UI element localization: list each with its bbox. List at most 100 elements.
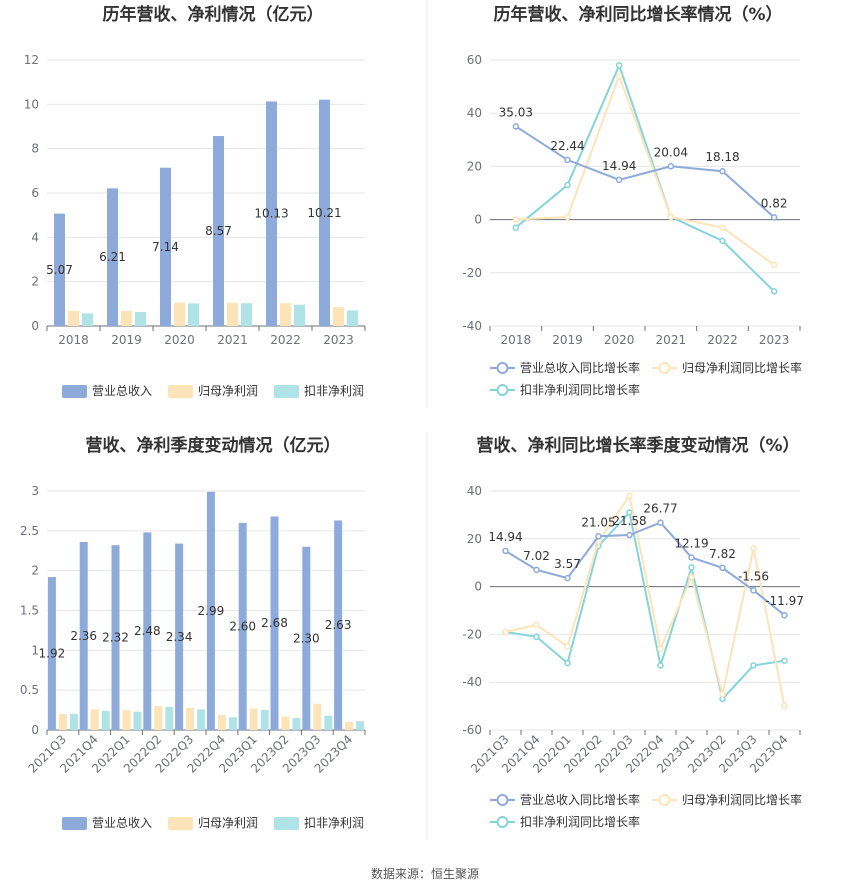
data-label: -11.97: [765, 594, 804, 608]
y-tick-label: 0: [31, 319, 39, 333]
series-line: [515, 73, 775, 266]
x-tick-label: 2023: [759, 333, 790, 347]
data-label: 2.68: [261, 616, 288, 630]
data-point: [750, 545, 757, 552]
legend-marker: [496, 384, 509, 396]
bar: [133, 711, 142, 730]
bar: [238, 522, 247, 730]
bar: [313, 703, 322, 730]
bar: [213, 136, 224, 326]
data-label: 26.77: [643, 502, 677, 516]
data-point: [502, 628, 509, 636]
bar: [217, 714, 226, 730]
y-tick-label: 2.5: [20, 524, 39, 538]
data-point: [667, 163, 675, 170]
data-label: 18.18: [705, 150, 739, 164]
data-point: [512, 216, 520, 223]
bar: [79, 541, 88, 730]
legend-label: 归母净利润: [198, 384, 258, 398]
data-point: [750, 587, 757, 594]
bar: [54, 213, 65, 326]
data-point: [595, 533, 602, 540]
data-label: 35.03: [499, 105, 533, 119]
annual-revenue-profit-chart: 历年营收、净利情况（亿元） 0 2 4 6 8 10 12 2018 2019 2020 2021 2…: [24, 4, 366, 398]
data-label: 7.82: [709, 547, 736, 561]
y-tick-label: 1: [31, 643, 39, 657]
data-label: 2.60: [229, 619, 256, 633]
bar: [334, 520, 343, 730]
data-point: [781, 611, 788, 619]
legend-label: 营业总收入同比增长率: [520, 792, 640, 807]
bar: [280, 303, 291, 326]
bar: [281, 716, 290, 730]
y-tick-label: 0: [31, 723, 39, 737]
y-tick-label: 20: [467, 159, 482, 173]
legend-swatch: [274, 385, 299, 398]
y-tick-label: -40: [462, 675, 482, 689]
bar: [188, 303, 199, 326]
data-point: [657, 519, 664, 526]
data-point: [564, 156, 571, 164]
legend-marker: [496, 362, 509, 374]
legend-marker: [658, 794, 671, 806]
data-point: [719, 564, 726, 572]
data-label: 10.13: [254, 207, 288, 221]
data-label: 2.63: [325, 618, 352, 632]
bar: [270, 516, 279, 730]
chart-title: 历年营收、净利同比增长率情况（%）: [493, 4, 782, 25]
legend-label: 扣非净利润: [304, 384, 364, 398]
y-tick-label: 6: [31, 186, 39, 200]
legend-swatch: [274, 817, 299, 830]
data-point: [781, 702, 788, 710]
legend-label: 营业总收入同比增长率: [520, 360, 640, 375]
data-label: 14.94: [602, 159, 636, 173]
bar: [345, 722, 354, 730]
y-tick-label: 0: [474, 213, 482, 227]
data-point: [770, 288, 778, 295]
bar: [356, 721, 365, 730]
series-line: [504, 521, 786, 616]
data-point: [615, 62, 623, 69]
data-point: [512, 123, 520, 130]
data-point: [657, 662, 664, 669]
data-label: 21.05: [581, 515, 615, 529]
data-point: [770, 214, 778, 221]
data-label: 2.99: [198, 604, 225, 618]
data-label: 1.92: [39, 647, 66, 661]
y-tick-label: 4: [31, 230, 39, 244]
legend-swatch: [168, 385, 193, 398]
x-tick-label: 2018: [501, 333, 532, 347]
bar: [227, 302, 238, 326]
bar: [69, 714, 78, 730]
bar: [101, 710, 110, 730]
data-label: 0.82: [761, 196, 788, 210]
data-label: 2.30: [293, 631, 320, 645]
bar: [111, 545, 120, 730]
series-line: [515, 62, 775, 293]
series-line: [505, 493, 786, 707]
bar: [135, 312, 146, 326]
x-tick-label: 2021: [217, 333, 248, 347]
data-point: [719, 237, 726, 245]
data-label: 14.94: [488, 530, 522, 544]
bar: [47, 577, 56, 730]
series-line: [515, 125, 775, 219]
data-point: [626, 531, 633, 539]
quarterly-growth-rate-chart: 营收、净利同比增长率季度变动情况（%） -60-40-20020402021Q3…: [462, 435, 803, 829]
bar: [249, 708, 258, 730]
y-tick-label: 40: [467, 106, 482, 120]
bar: [319, 99, 330, 326]
data-label: 6.21: [99, 250, 126, 264]
data-point: [615, 176, 623, 184]
quarterly-revenue-profit-chart: 营收、净利季度变动情况（亿元） 00.511.522.532021Q32021Q…: [20, 435, 366, 830]
bar: [260, 710, 269, 730]
bar: [241, 303, 252, 326]
bar: [107, 188, 118, 326]
legend-marker: [658, 362, 671, 374]
x-tick-label: 2020: [164, 333, 195, 347]
data-label: 7.02: [523, 549, 550, 563]
source-label: 数据来源：恒生聚源: [371, 866, 479, 881]
data-label: 22.44: [550, 139, 584, 153]
legend-marker: [496, 816, 509, 828]
